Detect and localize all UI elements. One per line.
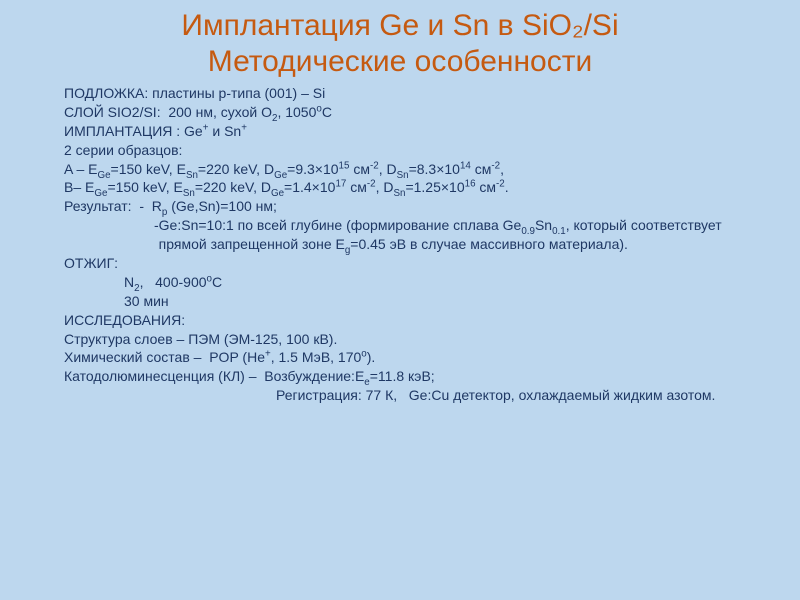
label-substrate: ПОДЛОЖКА: (64, 85, 148, 101)
row-chem: Химический состав – POP (He+, 1.5 МэВ, 1… (64, 348, 736, 367)
bullet-1: - Ge:Sn=10:1 по всей глубине (формирован… (154, 216, 736, 254)
row-implantation: ИМПЛАНТАЦИЯ : Ge+ и Sn+ (64, 122, 736, 141)
row-anneal-a: N2, 400-900oC (64, 273, 736, 292)
slide-root: Имплантация Ge и Sn в SiO₂/Si Методическ… (0, 0, 800, 600)
title-line-2: Методические особенности (208, 45, 592, 78)
slide-title: Имплантация Ge и Sn в SiO₂/Si Методическ… (0, 0, 800, 80)
row-layer: СЛОЙ SIO2/SI: 200 нм, сухой O2, 1050oC (64, 103, 736, 122)
row-cl-b: Регистрация: 77 К, Ge:Cu детектор, охлаж… (64, 386, 736, 405)
row-anneal: ОТЖИГ: (64, 254, 736, 273)
row-substrate: ПОДЛОЖКА: пластины p-типа (001) – Si (64, 84, 736, 103)
title-line-1: Имплантация Ge и Sn в SiO₂/Si (181, 9, 618, 42)
row-series-a: A – EGe=150 keV, ESn=220 keV, DGe=9.3×10… (64, 160, 736, 179)
row-studies: ИССЛЕДОВАНИЯ: (64, 311, 736, 330)
row-cl-a: Катодолюминесценция (КЛ) – Возбуждение:E… (64, 367, 736, 386)
slide-body: ПОДЛОЖКА: пластины p-типа (001) – Si СЛО… (0, 80, 800, 405)
row-series: 2 серии образцов: (64, 141, 736, 160)
row-anneal-b: 30 мин (64, 292, 736, 311)
row-result: Результат: - Rp (Ge,Sn)=100 нм; (64, 197, 736, 216)
bullet-block: - Ge:Sn=10:1 по всей глубине (формирован… (64, 216, 736, 254)
row-struct: Структура слоев – ПЭМ (ЭМ-125, 100 кВ). (64, 330, 736, 349)
bullet-1-text: Ge:Sn=10:1 по всей глубине (формирование… (159, 216, 736, 254)
text-substrate: пластины p-типа (001) – Si (148, 85, 325, 101)
row-series-b: B– EGe=150 keV, ESn=220 keV, DGe=1.4×101… (64, 178, 736, 197)
